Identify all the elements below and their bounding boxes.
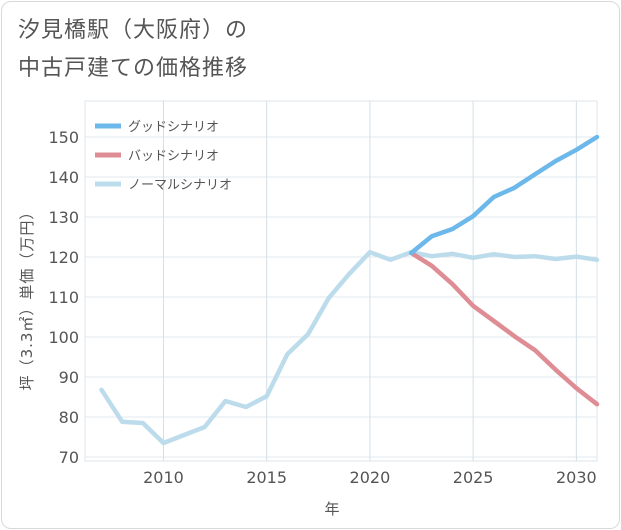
series-line-0 — [408, 134, 600, 256]
y-tick-label: 130 — [48, 208, 79, 227]
series-line-1 — [408, 250, 600, 407]
chart-title-line1: 汐見橋駅（大阪府）の — [18, 18, 249, 43]
y-tick-label: 70 — [59, 448, 79, 467]
series-line-2 — [99, 249, 600, 446]
legend-label-1: バッドシナリオ — [128, 149, 219, 164]
y-tick-label: 100 — [48, 328, 79, 347]
x-tick-label: 2010 — [143, 468, 184, 487]
x-axis-label: 年 — [324, 500, 339, 518]
legend-label-2: ノーマルシナリオ — [128, 178, 232, 193]
plot-border — [84, 100, 598, 462]
x-tick-label: 2025 — [453, 468, 494, 487]
y-tick-label: 120 — [48, 248, 79, 267]
y-axis-label: 坪（3.3㎡）単価（万円） — [18, 204, 36, 391]
chart-title-line2: 中古戸建ての価格推移 — [18, 56, 249, 81]
x-tick-label: 2015 — [246, 468, 287, 487]
x-tick-label: 2020 — [350, 468, 391, 487]
y-tick-label: 90 — [59, 368, 79, 387]
series — [99, 134, 600, 446]
chart-title: 汐見橋駅（大阪府）の 中古戸建ての価格推移 — [18, 12, 248, 88]
x-tick-label: 2030 — [556, 468, 597, 487]
y-tick-label: 150 — [48, 128, 79, 147]
y-tick-label: 110 — [48, 288, 79, 307]
y-tick-label: 140 — [48, 168, 79, 187]
y-tick-label: 80 — [59, 408, 79, 427]
axes: 70 80 90 100 110 120 130 140 150 2010 2015 2020 2025… — [48, 128, 596, 487]
legend-label-0: グッドシナリオ — [128, 120, 219, 135]
